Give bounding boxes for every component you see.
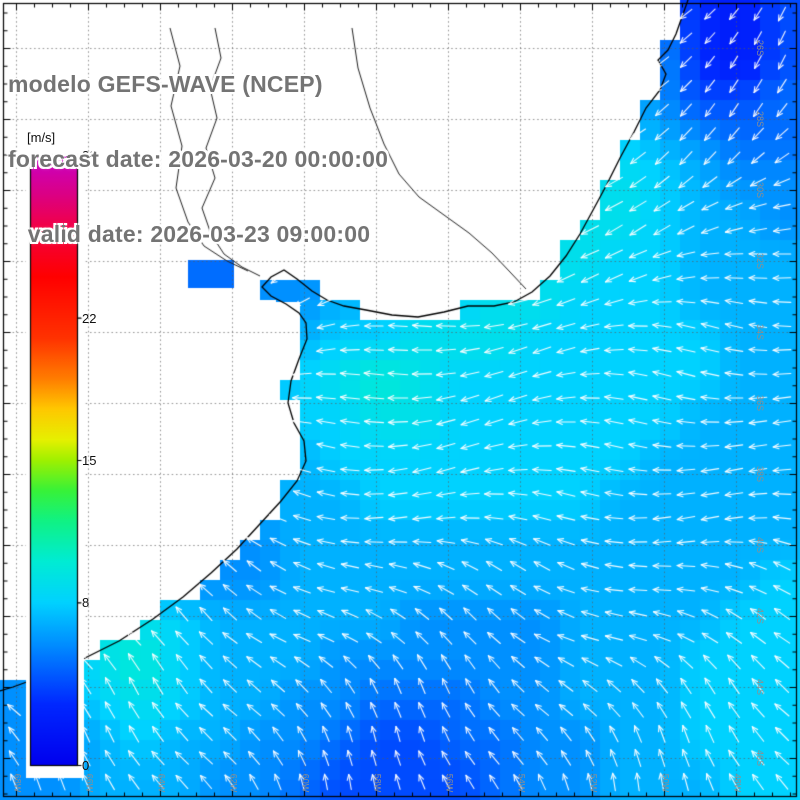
latitude-label: 44S: [755, 678, 766, 696]
latitude-label: 28S: [755, 110, 766, 128]
longitude-label: 66W: [84, 773, 95, 793]
latitude-label: 42S: [755, 607, 766, 625]
title-block: modelo GEFS-WAVE (NCEP) forecast date: 2…: [8, 22, 388, 297]
longitude-label: 64W: [156, 773, 167, 793]
longitude-label: 58W: [372, 773, 383, 793]
longitude-label: 50W: [660, 773, 671, 793]
longitude-label: 52W: [588, 773, 599, 793]
latitude-label: 40S: [755, 536, 766, 554]
latitude-label: 26S: [755, 39, 766, 57]
valid-date-label: valid date: 2026-03-23 09:00:00: [8, 221, 371, 247]
model-title: modelo GEFS-WAVE (NCEP): [8, 71, 323, 97]
longitude-label: 56W: [444, 773, 455, 793]
longitude-label: 68W: [12, 773, 23, 793]
latitude-label: 38S: [755, 465, 766, 483]
colorbar-tick-label: 30: [82, 148, 97, 163]
forecast-date-label: forecast date: 2026-03-20 00:00:00: [8, 146, 389, 172]
colorbar-unit-label: [m/s]: [27, 130, 56, 145]
colorbar-tick-label: 8: [82, 595, 90, 611]
colorbar-tick-label: 22: [82, 310, 97, 326]
colorbar-tick-label: 0: [82, 758, 90, 773]
longitude-label: 62W: [228, 773, 239, 793]
longitude-label: 48W: [732, 773, 743, 793]
latitude-label: 32S: [755, 252, 766, 270]
colorbar-tick-label: 15: [82, 453, 97, 468]
latitude-label: 36S: [755, 394, 766, 412]
latitude-label: 34S: [755, 323, 766, 341]
longitude-label: 54W: [516, 773, 527, 793]
latitude-label: 46S: [755, 749, 766, 767]
longitude-label: 60W: [300, 773, 311, 793]
latitude-label: 30S: [755, 181, 766, 199]
